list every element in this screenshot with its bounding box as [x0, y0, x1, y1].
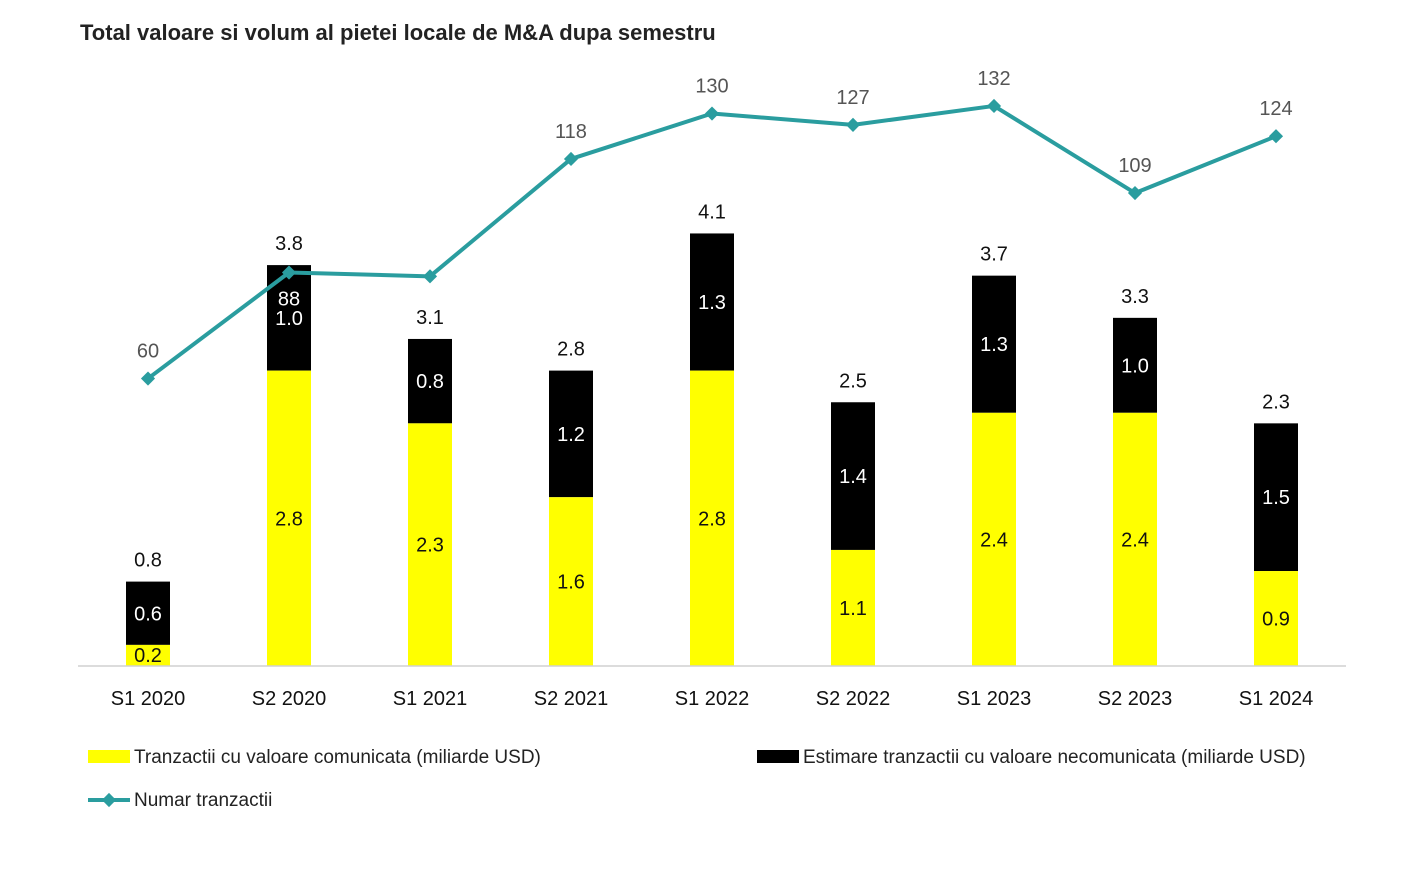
bar-reported-label: 2.8 — [698, 508, 726, 530]
chart-title: Total valoare si volum al pietei locale … — [80, 20, 716, 45]
line-point-label: 60 — [137, 341, 159, 363]
line-point — [422, 269, 438, 284]
legend-label-line: Numar tranzactii — [134, 790, 272, 811]
bar-estimated-label: 1.3 — [698, 292, 726, 314]
line-point-label: 88 — [278, 289, 300, 311]
bar-reported — [831, 549, 875, 666]
line-point — [1127, 185, 1143, 201]
bar-reported — [1113, 412, 1157, 666]
bar-estimated — [690, 233, 734, 371]
bar-reported-label: 2.4 — [1121, 529, 1149, 551]
bar-total-label: 2.5 — [839, 370, 867, 392]
bar-estimated-label: 1.3 — [980, 334, 1008, 356]
bar-reported — [549, 497, 593, 666]
bar-estimated-label: 1.2 — [557, 424, 585, 446]
bar-estimated — [126, 581, 170, 645]
legend-label-estimated: Estimare tranzactii cu valoare necomunic… — [803, 747, 1306, 768]
bar-estimated — [1113, 317, 1157, 413]
bar-total-label: 3.8 — [275, 233, 303, 255]
line-point — [986, 98, 1002, 114]
bar-reported — [267, 370, 311, 666]
line-point-label: 124 — [1259, 98, 1292, 120]
bar-reported — [972, 412, 1016, 666]
bar-reported — [690, 370, 734, 666]
line-point-label: 127 — [836, 87, 869, 109]
bar-estimated-label: 1.0 — [275, 308, 303, 330]
line-point-label: 87 — [419, 292, 441, 314]
x-tick-label: S1 2024 — [1239, 688, 1314, 710]
x-tick-label: S2 2020 — [252, 688, 327, 710]
bar-estimated — [1254, 423, 1298, 572]
bar-estimated-label: 1.0 — [1121, 355, 1149, 377]
bar-reported — [126, 644, 170, 666]
bar-estimated-label: 0.8 — [416, 371, 444, 393]
bar-estimated — [549, 370, 593, 498]
bar-total-label: 3.3 — [1121, 286, 1149, 308]
bar-estimated — [408, 338, 452, 424]
bar-total-label: 3.7 — [980, 244, 1008, 266]
bar-reported-label: 0.9 — [1262, 609, 1290, 631]
x-tick-label: S1 2021 — [393, 688, 468, 710]
x-tick-label: S1 2020 — [111, 688, 186, 710]
bar-estimated — [831, 402, 875, 550]
bar-total-label: 3.1 — [416, 307, 444, 329]
line-point-label: 118 — [555, 121, 587, 143]
line-point-label: 132 — [977, 68, 1010, 90]
bar-total-label: 2.3 — [1262, 391, 1290, 413]
line-point — [1268, 129, 1284, 144]
bar-reported-label: 1.1 — [839, 598, 867, 620]
bar-reported — [1254, 571, 1298, 666]
bar-reported-label: 0.2 — [134, 645, 162, 667]
bar-reported-label: 1.6 — [557, 572, 585, 594]
legend-label-reported: Tranzactii cu valoare comunicata (miliar… — [134, 747, 541, 768]
bar-reported-label: 2.3 — [416, 535, 444, 557]
bar-reported-label: 2.8 — [275, 508, 303, 530]
x-tick-label: S2 2022 — [816, 688, 891, 710]
bar-total-label: 4.1 — [698, 201, 726, 223]
line-point-label: 130 — [695, 76, 728, 98]
line-point — [281, 265, 297, 280]
line-point — [563, 151, 579, 167]
x-tick-label: S2 2021 — [534, 688, 609, 710]
legend-swatch-estimated — [757, 750, 799, 763]
bar-reported-label: 2.4 — [980, 529, 1008, 551]
bar-total-label: 0.8 — [134, 550, 162, 572]
bar-reported — [408, 423, 452, 666]
bar-estimated-label: 1.5 — [1262, 487, 1290, 509]
bar-estimated-label: 0.6 — [134, 603, 162, 625]
line-point — [845, 117, 861, 132]
legend-swatch-line-marker — [101, 792, 117, 808]
line-point — [140, 371, 156, 386]
bars — [126, 233, 1298, 666]
legend-swatch-reported — [88, 750, 130, 763]
bar-total-label: 2.8 — [557, 339, 585, 361]
bar-estimated — [972, 275, 1016, 413]
x-tick-label: S1 2023 — [957, 688, 1032, 710]
line-point — [704, 106, 720, 121]
legend: Tranzactii cu valoare comunicata (miliar… — [88, 747, 1306, 811]
line-point-label: 109 — [1118, 155, 1151, 177]
bar-estimated-label: 1.4 — [839, 466, 867, 488]
line-series — [140, 98, 1284, 386]
x-tick-labels: S1 2020 S2 2020 S1 2021 S2 2021 S1 2022 S2 20… — [111, 688, 1314, 710]
x-tick-label: S2 2023 — [1098, 688, 1173, 710]
x-tick-label: S1 2022 — [675, 688, 750, 710]
data-labels: 0.8 0.6 0.2 3.8 1.0 2.8 3.1 0.8 2.3 2.8 1.2 1.6 4.1 1… — [134, 68, 1293, 667]
